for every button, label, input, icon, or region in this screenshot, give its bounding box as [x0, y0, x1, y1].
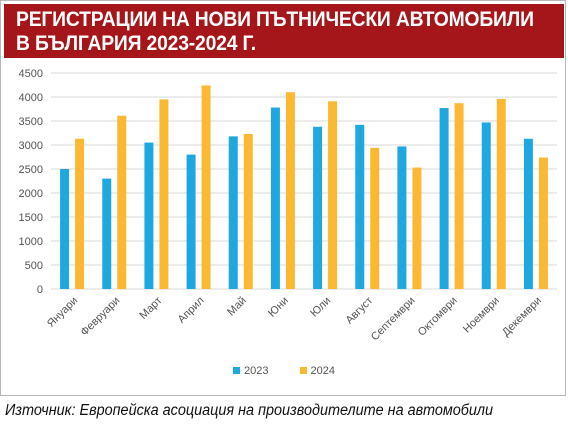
- bar-2024-9: [412, 167, 422, 289]
- legend-item-2023: 2023: [232, 365, 269, 377]
- bar-2024-4: [201, 85, 211, 289]
- x-tick-label: Април: [176, 295, 207, 326]
- y-tick-label: 3000: [19, 140, 43, 152]
- x-tick-label: Февруари: [78, 295, 122, 339]
- x-tick-label: Август: [343, 295, 375, 327]
- y-tick-label: 2000: [19, 188, 43, 200]
- bar-2023-2: [102, 178, 112, 289]
- x-tick-label: Юни: [266, 295, 291, 320]
- legend: 2023 2024: [1, 365, 567, 377]
- legend-item-2024: 2024: [299, 365, 336, 377]
- y-tick-label: 3500: [19, 116, 43, 128]
- bar-2024-12: [538, 157, 548, 289]
- bar-2024-8: [370, 147, 380, 289]
- bar-2023-8: [355, 124, 365, 289]
- x-tick-label: Януари: [45, 295, 80, 330]
- bar-2024-7: [328, 101, 338, 289]
- bar-2023-4: [186, 154, 196, 289]
- y-tick-label: 2500: [19, 164, 43, 176]
- bar-2023-5: [228, 136, 238, 289]
- y-tick-label: 0: [37, 284, 43, 296]
- x-tick-label: Юли: [308, 295, 333, 320]
- bar-2023-3: [144, 142, 154, 289]
- bar-2024-1: [75, 138, 85, 289]
- title-banner: РЕГИСТРАЦИИ НА НОВИ ПЪТНИЧЕСКИ АВТОМОБИЛ…: [4, 4, 564, 58]
- x-tick-label: Декември: [500, 295, 544, 339]
- bar-2023-12: [523, 138, 533, 289]
- y-tick-label: 4500: [19, 68, 43, 80]
- chart-frame: РЕГИСТРАЦИИ НА НОВИ ПЪТНИЧЕСКИ АВТОМОБИЛ…: [0, 0, 566, 396]
- x-tick-label: Октомври: [416, 295, 460, 339]
- bar-2024-3: [159, 99, 169, 290]
- x-tick-label: Май: [225, 295, 249, 319]
- bar-2024-5: [243, 133, 253, 289]
- x-tick-label: Март: [137, 295, 164, 322]
- x-tick-label: Ноември: [461, 295, 502, 336]
- bar-2023-1: [60, 169, 70, 289]
- legend-label-2024: 2024: [310, 365, 336, 377]
- bar-2023-7: [313, 126, 323, 289]
- bar-2024-2: [117, 115, 127, 289]
- x-tick-label: Септември: [369, 295, 418, 344]
- legend-swatch-2024: [299, 367, 307, 374]
- legend-swatch-2023: [232, 367, 240, 374]
- legend-label-2023: 2023: [243, 365, 269, 377]
- bar-2023-11: [481, 122, 491, 289]
- y-tick-label: 500: [25, 260, 43, 272]
- bar-2024-10: [454, 103, 464, 289]
- bar-2024-11: [496, 98, 506, 289]
- source-note: Източник: Европейска асоциация на произв…: [5, 402, 494, 419]
- y-tick-label: 1000: [19, 236, 43, 248]
- bar-2023-6: [270, 107, 280, 289]
- bar-2023-10: [439, 108, 449, 289]
- bar-2024-6: [285, 92, 295, 289]
- y-tick-label: 4000: [19, 92, 43, 104]
- bar-chart: 0 500 1000 1500 2000 2500 3000 3500 4000 4500 Януа…: [19, 68, 557, 344]
- chart-title-line2: В БЪЛГАРИЯ 2023-2024 Г.: [16, 32, 256, 55]
- chart-title-line1: РЕГИСТРАЦИИ НА НОВИ ПЪТНИЧЕСКИ АВТОМОБИЛ…: [16, 8, 534, 31]
- bar-2023-9: [397, 146, 407, 289]
- y-tick-label: 1500: [19, 212, 43, 224]
